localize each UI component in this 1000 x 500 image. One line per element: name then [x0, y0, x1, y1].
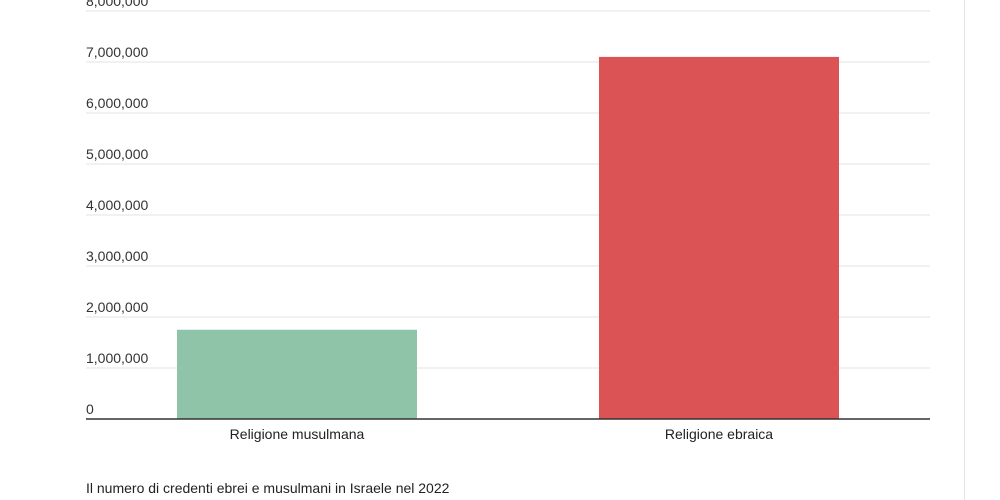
y-axis-tick-labels: 0 1,000,000 2,000,000 3,000,000 4,000,000 5,0…	[86, 0, 148, 417]
bar-religione-ebraica	[599, 56, 839, 420]
chart-caption: Il numero di credenti ebrei e musulmani …	[86, 480, 450, 496]
y-tick-label: 4,000,000	[86, 197, 148, 213]
x-category-label: Religione ebraica	[665, 426, 773, 442]
y-tick-label: 7,000,000	[86, 44, 148, 60]
y-tick-label: 3,000,000	[86, 248, 148, 264]
x-axis-category-labels: Religione musulmana Religione ebraica	[230, 426, 774, 442]
x-category-label: Religione musulmana	[230, 426, 365, 442]
y-tick-label: 8,000,000	[86, 0, 148, 9]
y-tick-label: 6,000,000	[86, 95, 148, 111]
y-tick-label: 0	[86, 401, 94, 417]
grid-lines	[86, 10, 930, 369]
bar-religione-musulmana	[177, 329, 417, 419]
right-divider	[964, 0, 965, 500]
y-tick-label: 1,000,000	[86, 350, 148, 366]
y-tick-label: 5,000,000	[86, 146, 148, 162]
bars	[177, 56, 839, 420]
y-tick-label: 2,000,000	[86, 299, 148, 315]
